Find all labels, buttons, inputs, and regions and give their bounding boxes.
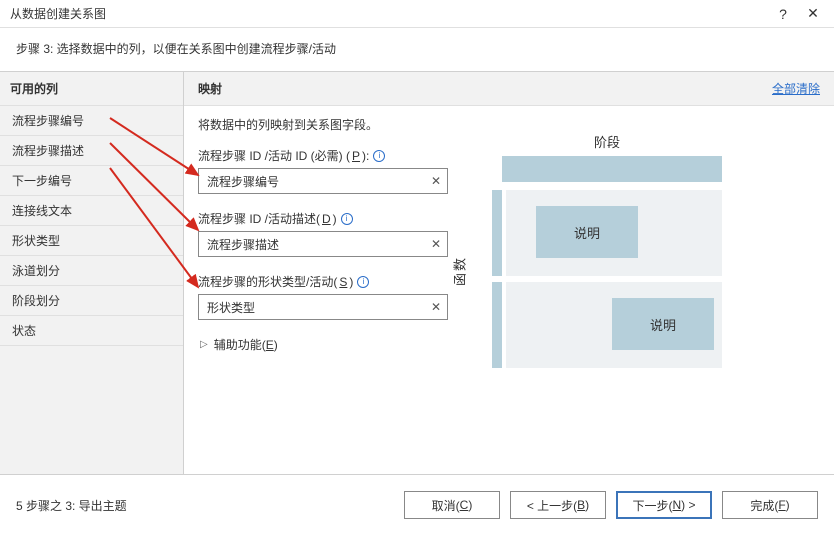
preview-card: 说明 xyxy=(536,206,638,258)
function-label: 函数 xyxy=(450,256,469,286)
column-item[interactable]: 流程步骤编号 xyxy=(0,106,183,136)
field-input-shape[interactable]: 形状类型 ✕ xyxy=(198,294,448,320)
row-bar xyxy=(492,190,502,276)
column-item[interactable]: 下一步编号 xyxy=(0,166,183,196)
info-icon[interactable]: i xyxy=(357,276,369,288)
finish-button[interactable]: 完成(F) xyxy=(722,491,818,519)
field-value: 流程步骤编号 xyxy=(207,173,279,190)
available-columns-panel: 可用的列 流程步骤编号 流程步骤描述 下一步编号 连接线文本 形状类型 泳道划分… xyxy=(0,72,184,474)
next-button[interactable]: 下一步(N) > xyxy=(616,491,712,519)
field-input-id[interactable]: 流程步骤编号 ✕ xyxy=(198,168,448,194)
dialog-title: 从数据创建关系图 xyxy=(10,5,768,22)
step-indicator: 5 步骤之 3: 导出主题 xyxy=(16,497,394,514)
field-label-id: 流程步骤 ID /活动 ID (必需) (P): i xyxy=(198,147,444,164)
column-item[interactable]: 阶段划分 xyxy=(0,286,183,316)
clear-all-link[interactable]: 全部清除 xyxy=(772,80,820,97)
clear-field-icon[interactable]: ✕ xyxy=(431,174,441,188)
info-icon[interactable]: i xyxy=(373,150,385,162)
cancel-button[interactable]: 取消(C) xyxy=(404,491,500,519)
info-icon[interactable]: i xyxy=(341,213,353,225)
expand-icon: ▷ xyxy=(200,339,208,350)
field-input-desc[interactable]: 流程步骤描述 ✕ xyxy=(198,231,448,257)
phase-bar xyxy=(502,156,722,182)
column-item[interactable]: 泳道划分 xyxy=(0,256,183,286)
help-button[interactable]: ? xyxy=(768,0,798,28)
row-bar xyxy=(492,282,502,368)
preview-area: 阶段 函数 说明 说明 xyxy=(456,106,834,474)
back-button[interactable]: < 上一步(B) xyxy=(510,491,606,519)
mapping-header: 映射 xyxy=(198,80,772,97)
step-description: 步骤 3: 选择数据中的列，以便在关系图中创建流程步骤/活动 xyxy=(0,28,834,71)
column-item[interactable]: 形状类型 xyxy=(0,226,183,256)
field-label-shape: 流程步骤的形状类型/活动(S) i xyxy=(198,273,444,290)
column-item[interactable]: 状态 xyxy=(0,316,183,346)
mapping-description: 将数据中的列映射到关系图字段。 xyxy=(198,116,444,133)
aux-features-toggle[interactable]: ▷ 辅助功能(E) xyxy=(198,336,444,353)
close-button[interactable]: ✕ xyxy=(798,0,828,28)
clear-field-icon[interactable]: ✕ xyxy=(431,300,441,314)
preview-card: 说明 xyxy=(612,298,714,350)
field-value: 形状类型 xyxy=(207,299,255,316)
clear-field-icon[interactable]: ✕ xyxy=(431,237,441,251)
column-item[interactable]: 连接线文本 xyxy=(0,196,183,226)
field-value: 流程步骤描述 xyxy=(207,236,279,253)
column-item[interactable]: 流程步骤描述 xyxy=(0,136,183,166)
column-list: 流程步骤编号 流程步骤描述 下一步编号 连接线文本 形状类型 泳道划分 阶段划分… xyxy=(0,106,183,346)
phase-label: 阶段 xyxy=(594,132,620,151)
available-columns-header: 可用的列 xyxy=(0,72,183,106)
field-label-desc: 流程步骤 ID /活动描述(D) i xyxy=(198,210,444,227)
